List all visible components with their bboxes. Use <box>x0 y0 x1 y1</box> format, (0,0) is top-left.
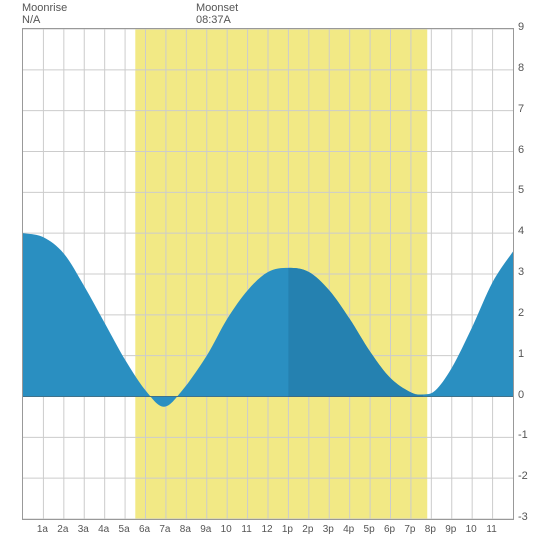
chart-plot-area <box>22 28 514 520</box>
y-tick-label: 6 <box>518 144 524 156</box>
x-tick-label: 6a <box>139 524 150 535</box>
x-tick-label: 12 <box>261 524 272 535</box>
x-tick-label: 4p <box>343 524 354 535</box>
y-tick-label: -3 <box>518 511 528 523</box>
x-tick-label: 5a <box>119 524 130 535</box>
x-tick-label: 2p <box>302 524 313 535</box>
moonset-value: 08:37A <box>196 14 231 26</box>
x-tick-label: 11 <box>486 524 496 535</box>
y-tick-label: 3 <box>518 266 524 278</box>
x-tick-label: 3p <box>323 524 334 535</box>
y-tick-label: 7 <box>518 103 524 115</box>
x-tick-label: 4a <box>98 524 109 535</box>
moonrise-label: Moonrise <box>22 2 67 14</box>
y-tick-label: 4 <box>518 225 524 237</box>
x-tick-label: 9p <box>445 524 456 535</box>
x-tick-label: 11 <box>241 524 251 535</box>
x-tick-label: 1p <box>282 524 293 535</box>
tide-chart-container: Moonrise N/A Moonset 08:37A -3-2-1012345… <box>0 0 550 550</box>
y-tick-label: 9 <box>518 21 524 33</box>
x-tick-label: 7p <box>404 524 415 535</box>
y-tick-label: 2 <box>518 307 524 319</box>
x-tick-label: 7a <box>159 524 170 535</box>
x-tick-label: 2a <box>57 524 68 535</box>
x-tick-label: 8a <box>180 524 191 535</box>
y-tick-label: -1 <box>518 429 528 441</box>
x-tick-label: 10 <box>466 524 477 535</box>
x-tick-label: 3a <box>78 524 89 535</box>
x-tick-label: 9a <box>200 524 211 535</box>
y-tick-label: 1 <box>518 348 524 360</box>
moonset-label: Moonset <box>196 2 238 14</box>
x-tick-label: 8p <box>425 524 436 535</box>
x-tick-label: 10 <box>221 524 232 535</box>
y-tick-label: 8 <box>518 62 524 74</box>
x-tick-label: 1a <box>37 524 48 535</box>
y-tick-label: 5 <box>518 184 524 196</box>
y-tick-label: -2 <box>518 470 528 482</box>
x-tick-label: 6p <box>384 524 395 535</box>
x-tick-label: 5p <box>364 524 375 535</box>
y-tick-label: 0 <box>518 389 524 401</box>
moonrise-value: N/A <box>22 14 40 26</box>
